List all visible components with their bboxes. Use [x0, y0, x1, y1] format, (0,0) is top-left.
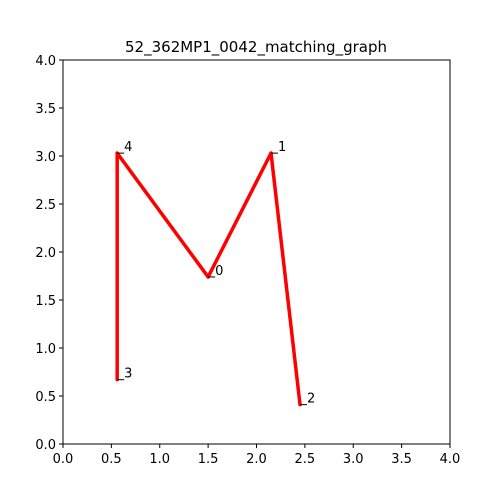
y-tick-label: 2.0	[35, 246, 56, 261]
x-tick-label: 1.5	[198, 452, 219, 467]
edge-4-0	[115, 151, 210, 279]
x-tick-label: 3.5	[391, 452, 412, 467]
x-tick-label: 2.5	[295, 452, 316, 467]
y-tick-label: 2.5	[35, 198, 56, 213]
node-label-0: 0	[215, 264, 223, 279]
y-tick-label: 0.5	[35, 390, 56, 405]
x-tick-label: 0.5	[101, 452, 122, 467]
edge-0-1	[206, 151, 273, 279]
edge-1-2	[269, 151, 302, 407]
x-tick-label: 4.0	[440, 452, 461, 467]
x-tick-label: 2.0	[246, 452, 267, 467]
edges-layer	[115, 151, 302, 407]
x-tick-label: 3.0	[343, 452, 364, 467]
y-tick-label: 3.0	[35, 150, 56, 165]
node-label-1: 1	[278, 140, 286, 155]
x-tick-label: 1.0	[149, 452, 170, 467]
node-label-3: 3	[124, 367, 132, 382]
node-label-4: 4	[124, 140, 132, 155]
node-label-2: 2	[307, 392, 315, 407]
x-tick-label: 0.0	[53, 452, 74, 467]
y-tick-label: 1.0	[35, 342, 56, 357]
chart-title: 52_362MP1_0042_matching_graph	[125, 38, 387, 57]
nodes-layer: 0 1 2 3 4	[117, 140, 315, 407]
y-tick-label: 4.0	[35, 54, 56, 69]
y-tick-label: 1.5	[35, 294, 56, 309]
y-axis-ticks: 0.0 0.5 1.0 1.5 2.0 2.5 3.0 3.5 4.0	[35, 54, 63, 453]
x-axis-ticks: 0.0 0.5 1.0 1.5 2.0 2.5 3.0 3.5 4.0	[53, 444, 461, 467]
y-tick-label: 0.0	[35, 438, 56, 453]
y-tick-label: 3.5	[35, 102, 56, 117]
plot-area-frame	[62, 59, 451, 445]
